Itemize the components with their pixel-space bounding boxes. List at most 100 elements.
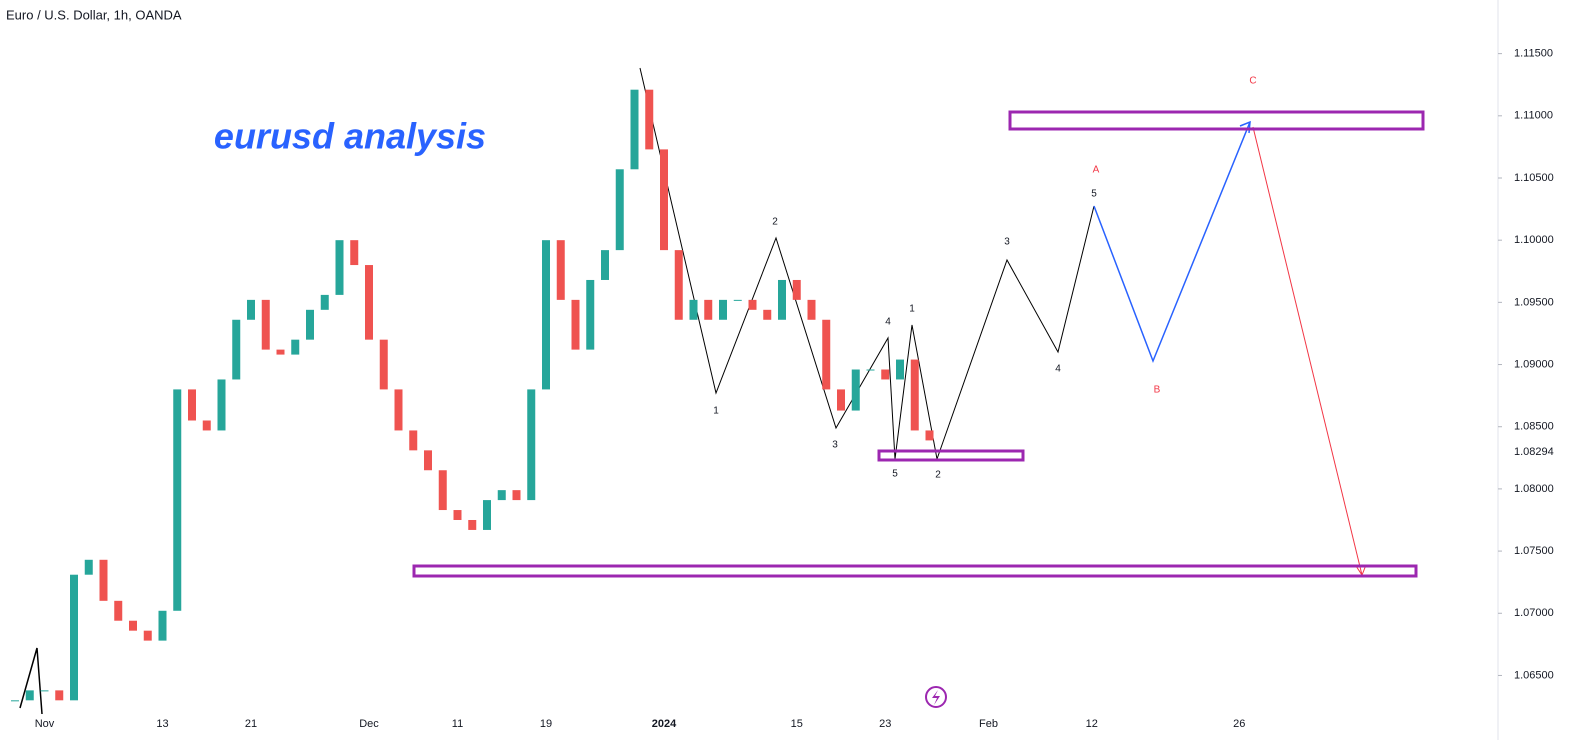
y-tick-label: 1.07500 bbox=[1514, 545, 1554, 557]
wave-label: 3 bbox=[832, 440, 838, 451]
candle bbox=[129, 620, 137, 631]
wave-line bbox=[639, 67, 1095, 461]
candle bbox=[291, 339, 300, 355]
y-tick-label: 1.11500 bbox=[1514, 48, 1553, 60]
candle bbox=[689, 299, 698, 320]
wave-label: 4 bbox=[885, 317, 891, 328]
candle bbox=[232, 319, 241, 380]
candle bbox=[866, 369, 875, 371]
x-tick-label: 11 bbox=[452, 718, 463, 730]
candle bbox=[379, 339, 388, 390]
candle bbox=[25, 690, 34, 701]
candle bbox=[763, 309, 772, 320]
zone bbox=[1008, 110, 1425, 131]
zone bbox=[877, 449, 1025, 462]
projection-line bbox=[1093, 121, 1251, 364]
candle bbox=[660, 149, 668, 251]
y-tick-label: 1.07000 bbox=[1514, 607, 1554, 619]
candle bbox=[468, 519, 477, 530]
candle bbox=[837, 389, 845, 411]
wave-label: 2 bbox=[935, 470, 941, 481]
candle bbox=[40, 690, 49, 692]
candle bbox=[851, 369, 860, 411]
candle bbox=[261, 299, 270, 350]
candle bbox=[896, 359, 904, 380]
candle bbox=[143, 630, 152, 641]
candle bbox=[483, 500, 491, 530]
wave-label: 4 bbox=[1055, 364, 1061, 375]
candle bbox=[409, 430, 418, 451]
wave-label: 2 bbox=[772, 217, 778, 228]
wave-label: 1 bbox=[713, 406, 719, 417]
wave-line bbox=[19, 647, 43, 715]
candle bbox=[306, 309, 314, 340]
candle bbox=[881, 369, 890, 380]
candle bbox=[11, 700, 19, 702]
chart-title: Euro / U.S. Dollar, 1h, OANDA bbox=[6, 7, 182, 22]
candle bbox=[925, 430, 934, 441]
candle bbox=[335, 240, 344, 295]
candle bbox=[778, 279, 786, 320]
candle bbox=[527, 389, 536, 501]
candle bbox=[792, 279, 801, 300]
zone bbox=[412, 564, 1418, 578]
y-tick-label: 1.09500 bbox=[1514, 296, 1554, 308]
wave-label: C bbox=[1249, 76, 1256, 87]
x-tick-label: Dec bbox=[359, 718, 379, 730]
wave-label: 5 bbox=[892, 469, 898, 480]
candle bbox=[645, 89, 654, 150]
x-tick-label: 13 bbox=[156, 718, 168, 730]
last-price-label: 1.08294 bbox=[1514, 446, 1554, 458]
candle bbox=[84, 559, 93, 575]
candle bbox=[571, 299, 580, 350]
x-tick-label: 21 bbox=[245, 718, 257, 730]
candle bbox=[512, 490, 521, 501]
candle bbox=[910, 359, 919, 431]
candle bbox=[719, 299, 727, 320]
candle bbox=[733, 299, 742, 301]
y-tick-label: 1.10500 bbox=[1514, 172, 1554, 184]
candle bbox=[350, 240, 359, 266]
candle bbox=[542, 240, 550, 390]
wave-label: 5 bbox=[1091, 189, 1097, 200]
candle bbox=[497, 490, 506, 501]
candle bbox=[586, 279, 595, 350]
y-tick-label: 1.09000 bbox=[1514, 358, 1554, 370]
x-tick-label: 2024 bbox=[652, 718, 677, 730]
y-tick-label: 1.08500 bbox=[1514, 421, 1554, 433]
candle bbox=[114, 600, 123, 621]
candle bbox=[438, 470, 447, 511]
x-tick-label: 23 bbox=[879, 718, 891, 730]
y-tick-label: 1.11000 bbox=[1514, 110, 1553, 122]
wave-label: 3 bbox=[1004, 237, 1010, 248]
candle bbox=[158, 610, 167, 641]
candle bbox=[615, 169, 624, 251]
x-tick-label: Feb bbox=[979, 718, 998, 730]
candle bbox=[424, 450, 432, 471]
candle bbox=[453, 510, 462, 520]
candle bbox=[247, 299, 255, 320]
candle bbox=[807, 299, 816, 320]
candle bbox=[601, 250, 609, 280]
candle bbox=[704, 299, 713, 320]
candle bbox=[55, 690, 64, 701]
target-line bbox=[1252, 126, 1363, 576]
wave-label: 1 bbox=[909, 304, 915, 315]
candle bbox=[202, 420, 211, 431]
x-tick-label: 15 bbox=[791, 718, 803, 730]
candle bbox=[217, 379, 226, 431]
candle bbox=[365, 265, 373, 340]
wave-label: A bbox=[1093, 165, 1100, 176]
candle bbox=[394, 389, 403, 431]
candle bbox=[630, 89, 639, 170]
y-tick-label: 1.06500 bbox=[1514, 669, 1554, 681]
x-tick-label: Nov bbox=[35, 718, 55, 730]
wave-label: B bbox=[1154, 385, 1161, 396]
drawings bbox=[19, 67, 1425, 715]
y-tick-label: 1.08000 bbox=[1514, 483, 1554, 495]
candle bbox=[99, 559, 108, 601]
x-tick-label: 12 bbox=[1086, 718, 1098, 730]
candle bbox=[674, 250, 683, 320]
candle bbox=[276, 349, 285, 355]
